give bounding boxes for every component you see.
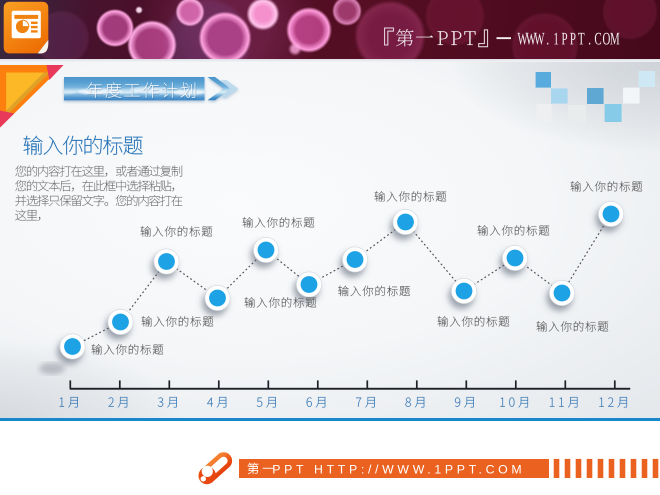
svg-text:PPT HTTP://WWW.1PPT.COM: PPT HTTP://WWW.1PPT.COM xyxy=(272,462,525,476)
